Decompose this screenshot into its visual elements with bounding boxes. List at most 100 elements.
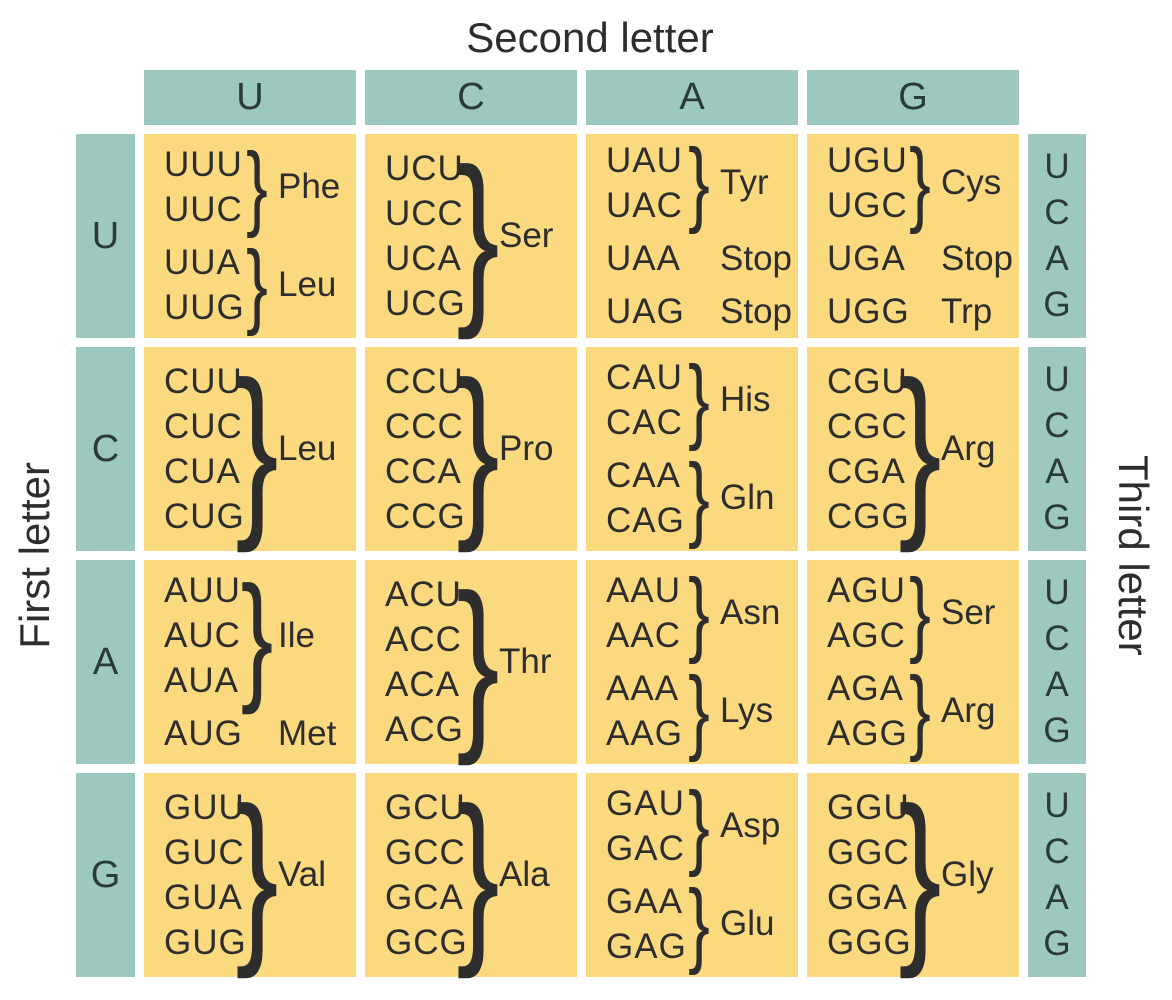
codon-ACU: ACU <box>385 574 462 614</box>
brace: } <box>898 780 941 969</box>
third-letter-C: C <box>1044 193 1070 232</box>
codon-AUU: AUU <box>164 570 241 610</box>
codon-ACC: ACC <box>385 619 462 659</box>
third-letter-A: A <box>1045 665 1069 704</box>
codon-group: GCU GCC GCA GCG} Ala <box>385 780 573 969</box>
codon-GGG: GGG <box>827 922 912 962</box>
codon-list: GCU GCC GCA GCG <box>385 785 468 965</box>
codon-UGG: UGG <box>827 291 910 331</box>
amino-acid-label-ser: Ser <box>499 216 554 255</box>
amino-acid-label-stop: Stop <box>941 238 1013 278</box>
brace: } <box>905 566 935 661</box>
codon-list: CAU CAC <box>606 355 684 445</box>
codon-list: GUU GUC GUA GUG <box>164 785 246 965</box>
amino-acid-label-arg: Arg <box>941 691 996 730</box>
codon-GCC: GCC <box>385 832 466 872</box>
brace-glyph: } <box>235 342 279 554</box>
third-letter-U: U <box>1044 786 1070 825</box>
third-letter-axis: Third letter <box>1098 133 1168 978</box>
codon-UGU: UGU <box>827 140 908 180</box>
row-header-G: G <box>76 773 135 977</box>
brace-glyph: } <box>688 658 710 764</box>
codon-group: CGU CGC CGA CGG} Arg <box>827 354 1015 543</box>
amino-acid-label-phe: Phe <box>278 167 341 206</box>
codon-ACG: ACG <box>385 709 464 749</box>
brace-glyph: } <box>688 871 710 977</box>
codon-UCC: UCC <box>385 193 464 233</box>
codon-GUA: GUA <box>164 877 243 917</box>
codon-CCC: CCC <box>385 406 464 446</box>
codon-group: UUU UUC} Phe <box>164 140 352 235</box>
codon-UGA: UGA <box>827 238 906 278</box>
codon-list: AUU AUC AUA <box>164 568 242 703</box>
codon-CUC: CUC <box>164 406 243 446</box>
brace-spacer <box>905 236 935 281</box>
codon-group: UUA UUG} Leu <box>164 238 352 333</box>
codon-cell-CU: CUU CUC CUA CUG} Leu <box>144 347 356 551</box>
column-header-G: G <box>807 70 1019 125</box>
codon-CUA: CUA <box>164 451 241 491</box>
codon-UUU: UUU <box>164 144 243 184</box>
codon-list: AGA AGG <box>827 666 908 756</box>
codon-list: GAU GAC <box>606 781 684 871</box>
amino-acid-label-leu: Leu <box>278 429 337 468</box>
brace-spacer <box>684 236 714 281</box>
codon-group: AGA AGG} Arg <box>827 664 1015 759</box>
codon-AUG: AUG <box>164 713 243 753</box>
codon-list: UAG <box>606 289 684 334</box>
codon-GCU: GCU <box>385 787 466 827</box>
row-header-A: A <box>76 560 135 764</box>
brace-glyph: } <box>240 556 274 715</box>
codon-list: UAA <box>606 236 684 281</box>
codon-GAG: GAG <box>606 926 687 966</box>
codon-AAC: AAC <box>606 615 681 655</box>
codon-GUU: GUU <box>164 787 245 827</box>
amino-acid-label-arg: Arg <box>941 429 996 468</box>
codon-cell-AA: AAU AAC} Asn AAA AAG} Lys <box>586 560 798 764</box>
brace-glyph: } <box>235 768 279 980</box>
codon-list: UUA UUG <box>164 240 244 330</box>
codon-CUU: CUU <box>164 361 243 401</box>
codon-UAG: UAG <box>606 291 685 331</box>
codon-GCA: GCA <box>385 877 464 917</box>
amino-acid-label-ser: Ser <box>941 593 996 632</box>
codon-list: UAU UAC <box>606 138 684 228</box>
codon-group: CAA CAG} Gln <box>606 451 794 546</box>
codon-CAA: CAA <box>606 455 681 495</box>
codon-UAU: UAU <box>606 140 683 180</box>
codon-group: UAU UAC} Tyr <box>606 136 794 231</box>
brace-glyph: } <box>688 347 710 453</box>
codon-GAU: GAU <box>606 783 685 823</box>
brace-glyph: } <box>456 555 500 767</box>
codon-list: UGA <box>827 236 905 281</box>
codon-ACA: ACA <box>385 664 460 704</box>
codon-group: GUU GUC GUA GUG} Val <box>164 780 352 969</box>
codon-cell-CC: CCU CCC CCA CCG} Pro <box>365 347 577 551</box>
codon-UCU: UCU <box>385 148 464 188</box>
amino-acid-label-leu: Leu <box>278 265 337 304</box>
codon-GAC: GAC <box>606 828 685 868</box>
brace: } <box>684 566 714 661</box>
codon-list: CGU CGC CGA CGG <box>827 359 909 539</box>
brace: } <box>456 141 499 330</box>
second-letter-title: Second letter <box>466 14 714 61</box>
amino-acid-label-ile: Ile <box>278 615 315 655</box>
codon-GCG: GCG <box>385 922 468 962</box>
codon-cell-UU: UUU UUC} Phe UUA UUG} Leu <box>144 134 356 338</box>
codon-cell-GA: GAU GAC} Asp GAA GAG} Glu <box>586 773 798 977</box>
column-header-A: A <box>586 70 798 125</box>
codon-AGG: AGG <box>827 713 908 753</box>
third-letter-U: U <box>1044 147 1070 186</box>
brace: } <box>242 238 272 333</box>
brace: } <box>235 780 278 969</box>
amino-acid-label-his: His <box>720 380 771 419</box>
codon-AGU: AGU <box>827 570 906 610</box>
codon-UCG: UCG <box>385 283 466 323</box>
third-letter-G: G <box>1043 711 1071 750</box>
codon-cell-GC: GCU GCC GCA GCG} Ala <box>365 773 577 977</box>
codon-list: CCU CCC CCA CCG <box>385 359 465 539</box>
codon-UGC: UGC <box>827 185 908 225</box>
amino-acid-label-met: Met <box>278 713 337 753</box>
codon-group: AUU AUC AUA} Ile <box>164 565 352 707</box>
codon-list: UUU UUC <box>164 142 242 232</box>
